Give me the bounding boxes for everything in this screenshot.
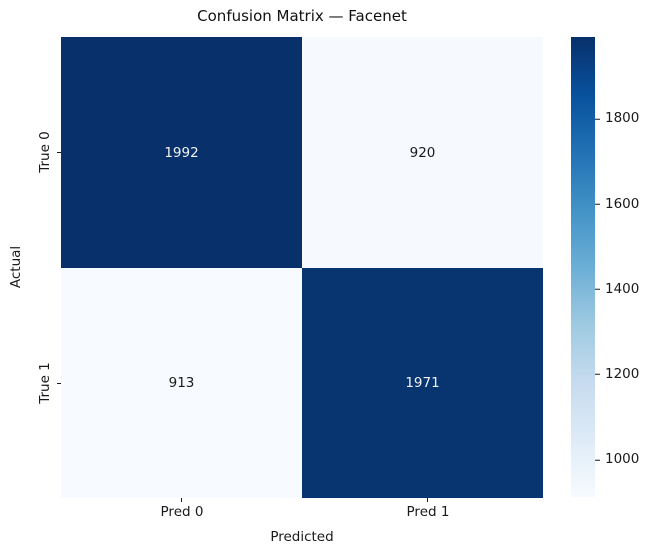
colorbar-tick-mark [595, 203, 600, 205]
y-tick-label-true1: True 1 [37, 362, 53, 404]
x-tick-mark-pred1 [427, 498, 428, 502]
colorbar-tick: 1200 [595, 365, 640, 382]
colorbar-tick-mark [595, 288, 600, 290]
matrix-cell-true1-pred1: 1971 [302, 268, 543, 498]
x-tick-mark-pred0 [181, 498, 182, 502]
colorbar-tick-label: 1000 [605, 451, 640, 468]
colorbar: 1000 1200 1400 1600 1800 [571, 37, 639, 497]
matrix-cell-true0-pred0: 1992 [61, 37, 302, 268]
x-axis-label: Predicted [270, 529, 334, 545]
x-tick-label-pred0: Pred 0 [160, 504, 204, 520]
colorbar-tick: 1600 [595, 197, 639, 211]
chart-title: Confusion Matrix — Facenet [197, 7, 407, 25]
colorbar-tick-label: 1600 [605, 195, 640, 212]
heatmap-grid: 1992 920 913 1971 [61, 37, 543, 498]
y-axis-label: Actual [8, 245, 24, 289]
x-tick-label-pred1: Pred 1 [406, 504, 450, 520]
matrix-cell-true0-pred1: 920 [302, 37, 543, 268]
matrix-cell-true1-pred0: 913 [61, 268, 302, 498]
y-tick-mark-true1 [57, 383, 61, 384]
colorbar-tick: 1000 [595, 453, 639, 467]
y-tick-mark-true0 [57, 152, 61, 153]
colorbar-tick-label: 1800 [605, 110, 640, 127]
y-tick-label-true0: True 0 [37, 131, 53, 173]
colorbar-tick-label: 1200 [605, 365, 640, 382]
colorbar-tick: 1800 [595, 112, 639, 126]
colorbar-tick: 1400 [595, 280, 640, 297]
colorbar-tick-mark [595, 118, 600, 120]
colorbar-tick-label: 1400 [605, 280, 640, 297]
colorbar-tick-mark [595, 374, 600, 376]
colorbar-tick-mark [595, 459, 600, 461]
